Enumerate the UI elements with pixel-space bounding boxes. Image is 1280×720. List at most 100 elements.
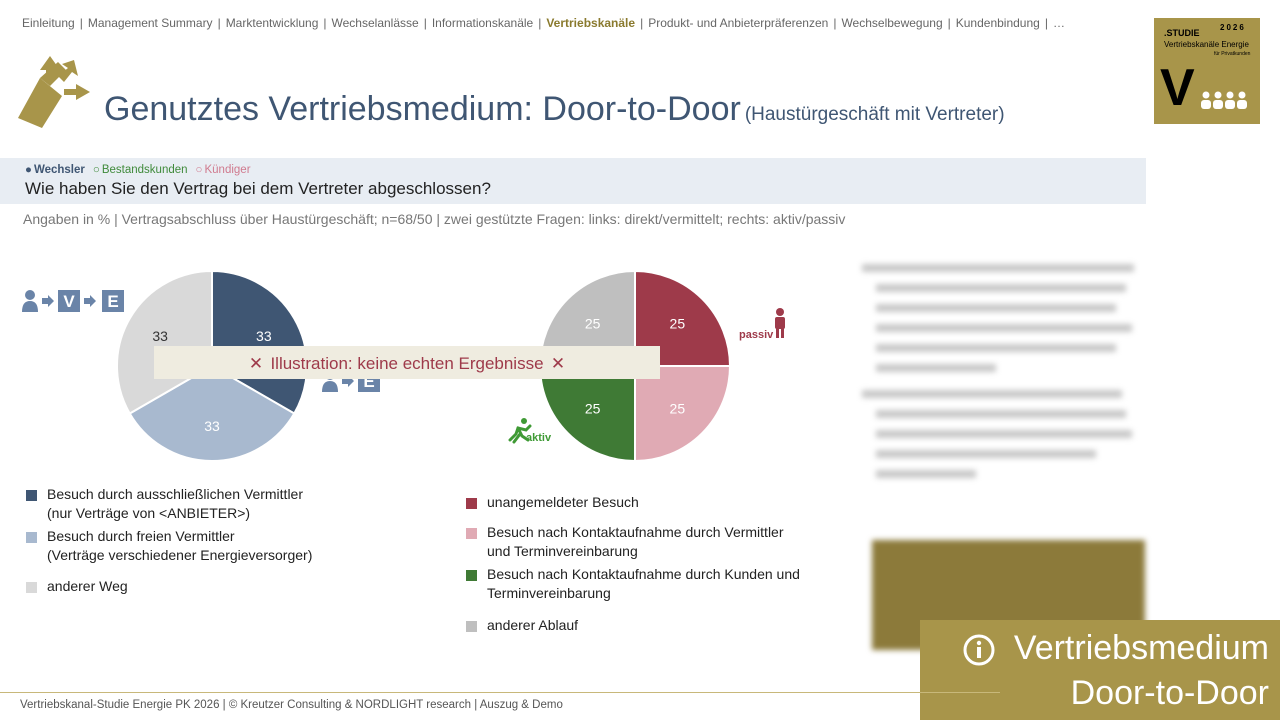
legend-item: Besuch nach Kontaktaufnahme durch Vermit… [466,523,784,561]
badge-person [1225,91,1235,109]
icon-part [775,317,785,329]
icon-part [776,328,779,338]
icon-part [781,328,784,338]
nav-separator: | [79,16,83,30]
icon-letter: V [63,292,75,311]
segment: ● Wechsler [25,164,85,176]
icon-part [776,308,784,316]
note: Angaben in % | Vertragsabschluss über Ha… [23,211,846,227]
icon-letter: E [363,372,374,391]
data-label: 25 [670,400,686,416]
icon-part [322,381,338,392]
icon-arrow [42,295,54,307]
segment: ○ Kündiger [196,164,251,176]
passiv-icon [775,308,785,338]
passiv-label: passiv [739,329,774,341]
legend-swatch [466,621,477,632]
footer: Vertriebskanal-Studie Energie PK 2026 | … [20,699,563,711]
badge-letter: V [1160,59,1195,117]
segment-name: Bestandskunden [101,164,188,176]
nav-item: Informationskanäle [431,16,534,30]
legend-label: Besuch nach Kontaktaufnahme durch Kunden… [487,566,800,601]
info-text: Door-to-Door [1070,674,1269,712]
segment: ○ Bestandskunden [93,164,188,176]
legend-item: anderer Weg [26,577,128,596]
icon-part [22,301,38,312]
legend-swatch [466,498,477,509]
nav-item: Wechselanlässe [331,16,419,30]
badge-line: für Privatkunden [1214,51,1251,57]
segment-legend: ● Wechsler ○ Bestandskunden ○ Kündiger [25,164,259,176]
banner-text: Illustration: keine echten Ergebnisse [270,354,543,373]
segment-symbol: ○ [92,164,100,176]
title-text: Genutztes Vertriebsmedium: Door-to-Door [104,90,741,128]
data-label: 25 [585,400,601,416]
legend-label: anderer Weg [47,578,128,594]
title: Genutztes Vertriebsmedium: Door-to-Door(… [104,90,1005,129]
icon-box [102,290,124,312]
badge-line: Vertriebskanäle Energie [1164,40,1249,49]
question-band [0,158,1146,204]
info-icon [963,634,995,666]
legend-item: anderer Ablauf [466,616,578,635]
segment-name: Wechsler [33,164,85,176]
logo [18,56,90,128]
legend-swatch [26,582,37,593]
data-label: 33 [204,418,220,434]
badge-person [1201,91,1211,109]
legend-label: Besuch nach Kontaktaufnahme durch Vermit… [487,524,784,559]
legend-swatch [466,528,477,539]
data-label: 25 [585,316,601,332]
data-label: 33 [152,328,168,344]
nav-item: Wechselbewegung [841,16,943,30]
badge-year: 2026 [1220,23,1246,32]
pie-slice [634,269,732,367]
badge-person [1213,91,1223,109]
aktiv-icon [508,418,532,444]
icon-part [25,290,35,300]
nav-item: Einleitung [22,16,75,30]
segment-symbol: ○ [195,164,203,176]
pie-slice [128,364,296,462]
nav-separator: | [538,16,542,30]
icon-box [58,290,80,312]
icon-arrow [84,295,96,307]
person-icon [22,290,38,312]
legend-label: Besuch durch ausschließlichen Vermittler… [47,486,304,521]
nav-separator: | [323,16,327,30]
legend-swatch [466,570,477,581]
pie-slice [634,365,732,463]
icon-letter: E [107,292,118,311]
icon-part [508,424,532,444]
legend-item: Besuch nach Kontaktaufnahme durch Kunden… [466,565,800,603]
nav-separator: | [833,16,837,30]
badge-person [1237,91,1247,109]
badge-label: .STUDIE [1164,28,1200,38]
nav-item: Kundenbindung [955,16,1040,30]
legend-item: Besuch durch ausschließlichen Vermittler… [26,485,303,523]
banner-icon: ✕ [551,354,565,373]
segment-symbol: ● [25,164,32,176]
data-label: 33 [256,328,272,344]
nav-item: Management Summary [87,16,213,30]
nav-separator: | [423,16,427,30]
segment-name: Kündiger [204,164,251,176]
info-text: Vertriebsmedium [1013,629,1269,667]
nav-item: Vertriebskanäle [546,16,636,30]
legend-swatch [26,532,37,543]
icon-part [521,418,527,424]
nav-item: … [1052,16,1065,30]
pie-slice [538,365,636,463]
aktiv-label: aktiv [526,432,552,444]
legend-label: unangemeldeter Besuch [487,494,639,510]
nav-separator: | [217,16,221,30]
blurred-text [862,264,1134,478]
subtitle: (Haustürgeschäft mit Vertreter) [744,104,1005,125]
banner [154,346,660,379]
banner-icon: ✕ [249,354,263,373]
legend-label: anderer Ablauf [487,617,579,633]
legend-item: unangemeldeter Besuch [466,493,639,512]
legend-label: Besuch durch freien Vermittler (Verträge… [47,528,313,563]
